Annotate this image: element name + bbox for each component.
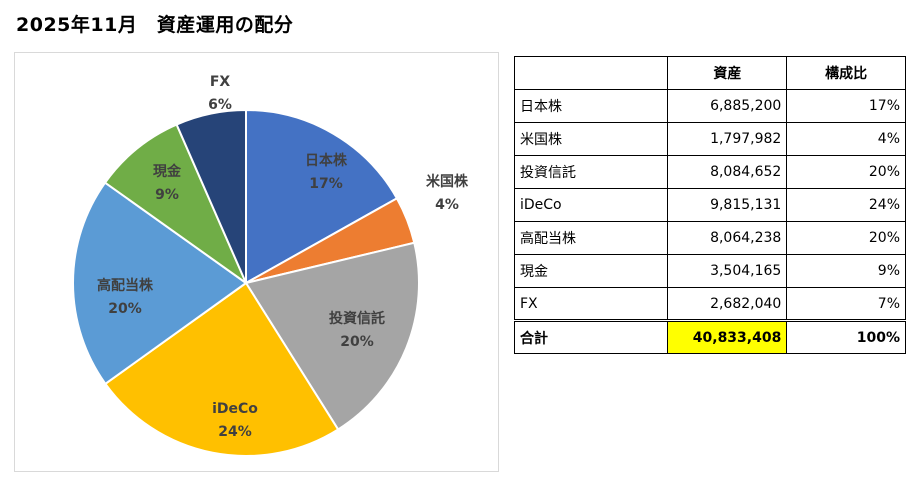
- pie-slice-name: 日本株: [305, 152, 348, 169]
- row-ratio: 20%: [786, 221, 906, 255]
- total-row: 合計 40,833,408 100%: [513, 319, 906, 354]
- row-amount: 2,682,040: [667, 287, 788, 321]
- pie-slice-name: 高配当株: [97, 277, 154, 294]
- pie-slice-percent: 6%: [208, 97, 232, 113]
- table-row: 投資信託 8,084,652 20%: [513, 155, 906, 189]
- row-ratio: 17%: [786, 89, 906, 123]
- pie-slice: [244, 241, 420, 431]
- row-name: 現金: [513, 254, 669, 288]
- pie-chart-area: 日本株 17% 米国株 4% 投資信託 20% iDeCo 24% 高配当株 20% 現金 9% FX 6…: [14, 52, 499, 472]
- pie-slice-percent: 24%: [218, 424, 252, 440]
- table-row: 高配当株 8,064,238 20%: [513, 221, 906, 255]
- pie-slice-name: 現金: [153, 163, 182, 180]
- row-ratio: 9%: [786, 254, 906, 288]
- row-name: 日本株: [513, 89, 669, 123]
- header-name: [513, 56, 669, 90]
- allocation-table: 資産 構成比 日本株 6,885,200 17% 米国株 1,797,982 4% 投資信託…: [513, 56, 906, 354]
- pie-chart: 日本株 17% 米国株 4% 投資信託 20% iDeCo 24% 高配当株 20% 現金 9% FX 6…: [72, 74, 469, 457]
- row-name: 高配当株: [513, 221, 669, 255]
- row-name: 米国株: [513, 122, 669, 156]
- header-ratio: 構成比: [786, 56, 906, 90]
- pie-slice: [72, 181, 248, 386]
- total-ratio: 100%: [786, 319, 906, 354]
- row-ratio: 24%: [786, 188, 906, 222]
- pie-slice-percent: 20%: [340, 334, 374, 350]
- pie-slice-name: 投資信託: [329, 310, 385, 327]
- header-amount: 資産: [667, 56, 788, 90]
- table-row: 日本株 6,885,200 17%: [513, 89, 906, 123]
- pie-slice-percent: 4%: [435, 197, 459, 213]
- table-row: FX 2,682,040 7%: [513, 287, 906, 321]
- pie-slice-name: 米国株: [426, 173, 469, 190]
- pie-slice-name: iDeCo: [212, 401, 258, 417]
- table-row: 米国株 1,797,982 4%: [513, 122, 906, 156]
- page-title: 2025年11月 資産運用の配分: [16, 14, 294, 36]
- row-amount: 6,885,200: [667, 89, 788, 123]
- total-amount: 40,833,408: [667, 319, 788, 354]
- row-name: iDeCo: [513, 188, 669, 222]
- pie-slice-percent: 17%: [309, 176, 343, 192]
- row-ratio: 4%: [786, 122, 906, 156]
- total-label: 合計: [513, 319, 669, 354]
- row-name: 投資信託: [513, 155, 669, 189]
- pie-slice: [245, 108, 399, 285]
- row-amount: 3,504,165: [667, 254, 788, 288]
- row-amount: 1,797,982: [667, 122, 788, 156]
- row-amount: 9,815,131: [667, 188, 788, 222]
- pie-slice-percent: 9%: [155, 187, 179, 203]
- pie-slice-name: FX: [210, 74, 231, 90]
- row-ratio: 7%: [786, 287, 906, 321]
- table-row: 現金 3,504,165 9%: [513, 254, 906, 288]
- row-ratio: 20%: [786, 155, 906, 189]
- pie-slice: [103, 123, 249, 286]
- table-row: iDeCo 9,815,131 24%: [513, 188, 906, 222]
- row-name: FX: [513, 287, 669, 321]
- row-amount: 8,084,652: [667, 155, 788, 189]
- row-amount: 8,064,238: [667, 221, 788, 255]
- pie-slice: [104, 281, 340, 457]
- table-header-row: 資産 構成比: [513, 56, 906, 90]
- pie-slice-percent: 20%: [108, 301, 142, 317]
- pie-slice: [175, 108, 247, 284]
